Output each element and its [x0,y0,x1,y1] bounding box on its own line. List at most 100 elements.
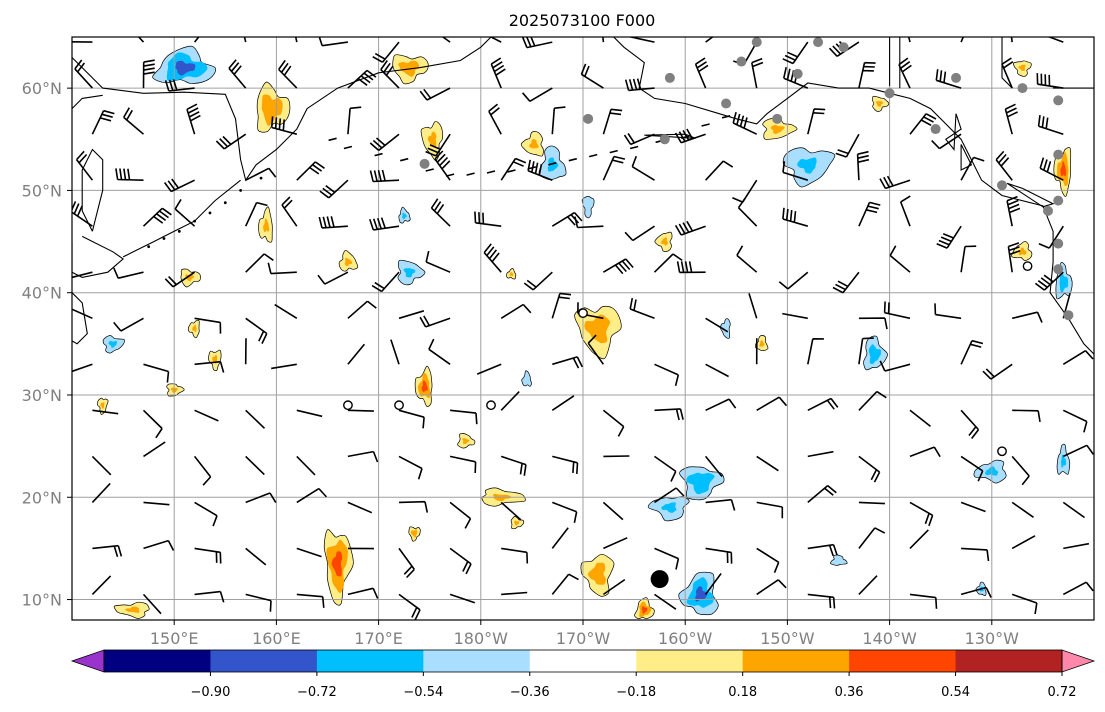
shaded-feature [830,554,848,566]
wind-barb [271,363,297,370]
wind-barb [654,593,677,610]
wind-barb [756,455,779,472]
wind-barb [317,271,349,285]
wind-barb [194,409,219,422]
wind-barb [243,37,247,43]
coastline [1006,182,1055,208]
wind-barb [1011,593,1038,615]
wind-barb [75,150,94,181]
coastline [1001,37,1013,89]
map-title: 2025073100 F000 [509,11,656,30]
wind-barb [347,300,377,319]
gridlines [72,37,1094,620]
shaded-feature [647,496,690,522]
wind-barb [832,271,860,294]
wind-barb [143,363,170,383]
wind-barb [294,37,298,43]
wind-barb [624,225,655,242]
map-area [72,37,1094,620]
wind-barb [602,501,624,521]
wind-barb [995,150,1013,181]
wind-barb [705,498,736,511]
wind-barb [982,363,1013,380]
wind-barb [960,156,985,181]
wind-barb [91,482,111,503]
island [568,157,577,162]
contour-layer [661,237,668,246]
wind-barb [602,108,623,135]
shaded-feature [538,145,567,180]
colorbar-tick-label: 0.72 [1048,685,1077,700]
wind-barb [164,79,195,92]
shaded-feature [521,370,532,387]
wind-barb [143,441,166,458]
wind-barb [909,446,941,458]
colorbar-box [316,650,424,672]
coastline [72,292,88,345]
wind-barb [474,211,502,227]
wind-barb [574,216,604,229]
wind-barb [858,337,874,365]
contour-layer [759,340,765,347]
contour-layer [344,257,353,267]
wind-barb [782,41,809,65]
y-ticks: 10°N 20°N 30°N 40°N 50°N 60°N [22,79,72,610]
island [208,211,212,215]
wind-barb [552,501,578,523]
wind-barb [858,527,886,549]
colorbar-frame [103,649,1063,673]
x-tick-label: 180°W [454,629,509,648]
contour-layer [584,314,611,344]
wind-barb [1006,195,1021,227]
wind-barb [603,537,628,550]
shaded-feature [580,553,615,597]
colorbar-tick-label: −0.72 [297,685,337,700]
wind-barb [899,195,911,227]
wind-barb [428,338,451,365]
wind-barb [449,501,472,529]
contour-layer [1059,272,1069,294]
wind-barb [245,455,265,476]
island [259,176,263,180]
colorbar-extend-low [70,649,105,673]
wind-barb [856,150,870,181]
wind-barb [449,593,476,604]
wind-barb [629,297,655,320]
x-tick-label: 160°W [658,629,713,648]
colorbar-tick-label: 0.18 [728,685,757,700]
wind-barb [552,455,579,474]
contour-layer [797,157,817,174]
wind-barb [425,133,451,157]
contour-layer [875,101,884,107]
wind-barb [909,593,938,609]
station-marker [1043,205,1054,216]
wind-barb [580,63,604,89]
island [425,168,434,172]
wind-barb [72,40,93,43]
shaded-feature [338,249,359,272]
x-tick-label: 170°E [354,629,403,648]
wind-barb [551,395,575,411]
station-marker [813,37,824,48]
shaded-feature [256,81,291,133]
wind-barb [501,591,528,596]
station-open-marker [394,400,404,411]
station-marker [884,88,895,99]
wind-barb [500,501,522,521]
wind-barb [228,59,247,89]
station-marker [838,42,849,53]
wind-barb [115,168,144,181]
wind-barb [782,207,809,227]
shaded-feature [102,335,125,354]
wind-barb [142,59,155,89]
island [147,245,151,249]
wind-barb [879,175,911,190]
island [507,169,516,173]
wind-barb [551,292,572,319]
wind-barb [935,69,962,89]
contour-layer [514,520,520,526]
wind-barb [245,409,266,429]
station-marker [736,56,747,67]
station-large-marker [650,570,669,589]
